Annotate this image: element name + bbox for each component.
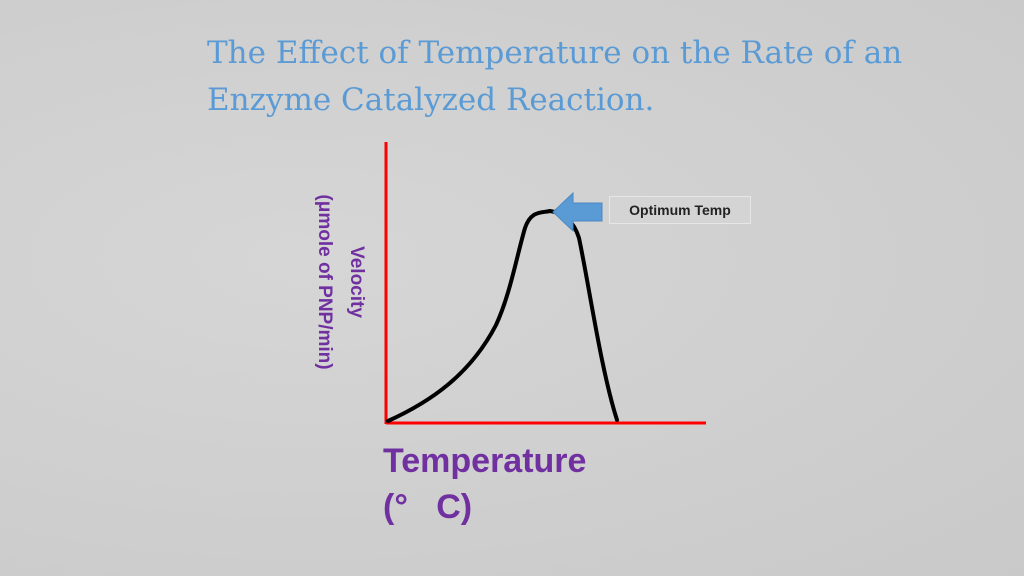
y-axis-label-line-1: Velocity [346,246,367,318]
optimum-arrow [552,191,603,233]
slide-title-line-1: The Effect of Temperature on the Rate of… [207,35,903,71]
y-axis-label-line-2: (μmole of PNP/min) [314,194,335,369]
rate-curve [386,209,619,423]
y-axis-label: Velocity (μmole of PNP/min) [306,175,370,390]
slide-title-line-2: Enzyme Catalyzed Reaction. [207,82,655,118]
x-axis-label-line-1: Temperature [383,442,587,480]
optimum-temp-callout: Optimum Temp [609,196,751,224]
x-axis-label: Temperature (° C) [383,438,586,530]
slide-title: The Effect of Temperature on the Rate of… [207,30,967,124]
x-axis-label-line-2: (° C) [383,488,473,526]
